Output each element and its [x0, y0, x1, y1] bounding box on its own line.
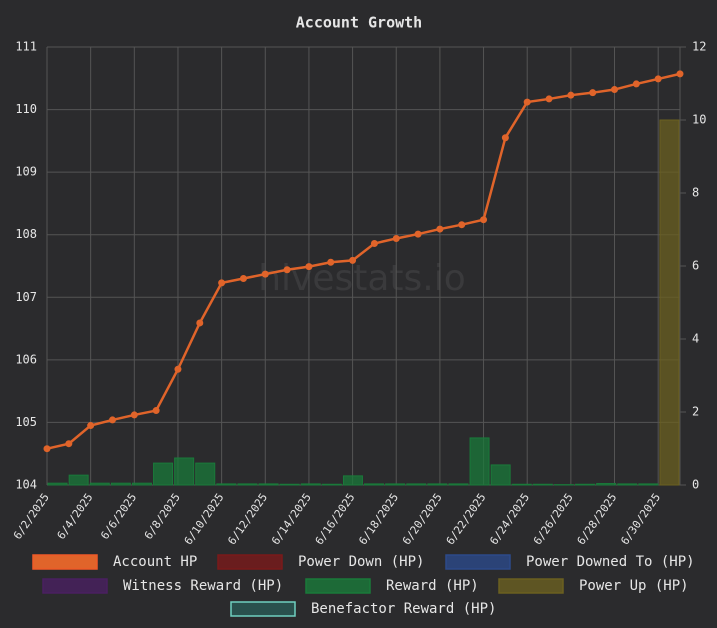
bar: [511, 483, 532, 486]
y2-tick-label: 4: [692, 332, 699, 346]
bar: [237, 483, 258, 486]
bar: [321, 483, 342, 486]
y-tick-label: 106: [15, 352, 37, 366]
bar: [258, 483, 279, 486]
point: [567, 91, 575, 99]
y2-tick-label: 12: [692, 40, 706, 54]
bar: [68, 474, 89, 486]
point: [370, 239, 378, 247]
point: [283, 266, 291, 274]
point: [218, 279, 226, 287]
y2-tick-label: 10: [692, 113, 706, 127]
point: [305, 263, 313, 271]
y2-tick-label: 8: [692, 186, 699, 200]
bar: [659, 119, 680, 486]
bar: [89, 482, 110, 486]
bar: [47, 482, 68, 486]
bar: [427, 483, 448, 486]
legend-swatch: [42, 578, 108, 594]
bar: [216, 483, 237, 486]
legend-label: Witness Reward (HP): [123, 578, 283, 594]
point: [349, 256, 357, 264]
bar: [385, 483, 406, 486]
bar: [575, 483, 596, 486]
bar: [638, 483, 659, 486]
point: [436, 225, 444, 233]
legend-label: Reward (HP): [386, 578, 479, 594]
y-tick-label: 104: [15, 478, 37, 492]
bar: [300, 483, 321, 486]
point: [87, 422, 95, 430]
bar: [342, 475, 363, 486]
legend-swatch: [445, 554, 511, 570]
point: [589, 89, 597, 97]
point: [501, 134, 509, 142]
legend-swatch: [32, 554, 98, 570]
bar: [469, 437, 490, 486]
point: [152, 407, 160, 415]
bar: [110, 482, 131, 486]
point: [327, 258, 335, 266]
y-tick-label: 110: [15, 102, 37, 116]
y2-tick-label: 2: [692, 405, 699, 419]
point: [632, 80, 640, 88]
point: [654, 75, 662, 83]
legend-label: Benefactor Reward (HP): [311, 601, 496, 617]
point: [65, 440, 73, 448]
legend-swatch: [305, 578, 371, 594]
point: [108, 416, 116, 424]
line: [46, 72, 681, 450]
watermark: hivestats.io: [258, 258, 466, 299]
point: [414, 230, 422, 238]
y-tick-label: 105: [15, 415, 37, 429]
legend-label: Power Down (HP): [298, 554, 424, 570]
point: [239, 275, 247, 283]
point: [676, 70, 684, 78]
bar: [532, 483, 553, 486]
legend-label: Power Up (HP): [579, 578, 689, 594]
point: [545, 95, 553, 103]
point: [130, 411, 138, 419]
legend-swatch: [217, 554, 283, 570]
legend-label: Account HP: [113, 554, 197, 570]
point: [43, 445, 51, 453]
point: [261, 270, 269, 278]
point: [611, 86, 619, 94]
bar: [279, 483, 300, 486]
y-tick-label: 108: [15, 227, 37, 241]
point: [196, 319, 204, 327]
legend-label: Power Downed To (HP): [526, 554, 695, 570]
bar: [195, 462, 216, 486]
bar: [131, 482, 152, 486]
point: [480, 216, 488, 224]
y-tick-label: 107: [15, 290, 37, 304]
y2-tick-label: 0: [692, 478, 699, 492]
chart-title: Account Growth: [296, 14, 422, 32]
point: [523, 98, 531, 106]
legend-swatch: [498, 578, 564, 594]
bar: [153, 462, 174, 486]
legend-swatch: [230, 601, 296, 617]
bar: [406, 483, 427, 486]
bar: [174, 457, 195, 486]
bar: [596, 483, 617, 486]
bar: [617, 483, 638, 486]
point: [458, 221, 466, 229]
bar: [490, 464, 511, 486]
y-tick-label: 109: [15, 165, 37, 179]
point: [174, 365, 182, 373]
point: [392, 234, 400, 242]
y2-tick-label: 6: [692, 259, 699, 273]
bar: [448, 483, 469, 486]
bar: [364, 483, 385, 486]
y-tick-label: 111: [15, 40, 37, 54]
